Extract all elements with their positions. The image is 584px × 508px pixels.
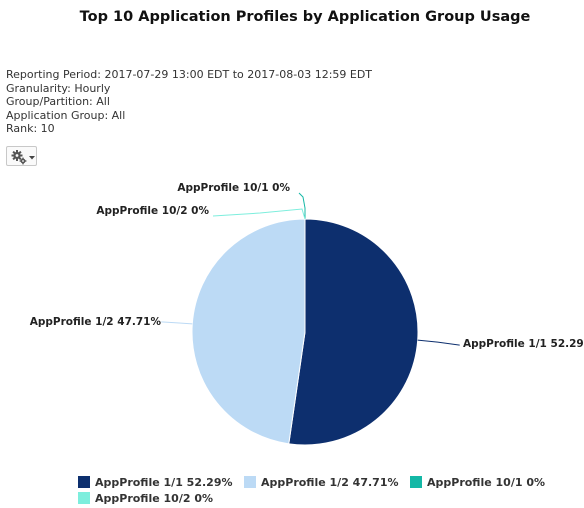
label-connector bbox=[417, 339, 460, 346]
chart-title: Top 10 Application Profiles by Applicati… bbox=[79, 9, 531, 25]
pie-slice[interactable] bbox=[191, 218, 306, 445]
legend-item[interactable]: AppProfile 1/2 47.71% bbox=[244, 476, 399, 489]
legend-item[interactable]: AppProfile 1/1 52.29% bbox=[78, 476, 233, 489]
application-group: Application Group: All bbox=[6, 108, 126, 122]
granularity: Granularity: Hourly bbox=[6, 81, 111, 95]
group-partition: Group/Partition: All bbox=[6, 95, 110, 108]
slice-label: AppProfile 10/1 0% bbox=[177, 182, 290, 194]
caret-down-icon bbox=[29, 156, 35, 160]
pie-chart: AppProfile 1/1 52.29% AppProfile 1/2 47.7… bbox=[30, 182, 584, 446]
label-connector bbox=[212, 208, 306, 220]
pie-slice[interactable] bbox=[288, 218, 419, 446]
legend-swatch bbox=[78, 476, 90, 488]
label-connector bbox=[298, 192, 306, 219]
legend-label: AppProfile 1/2 47.71% bbox=[261, 476, 399, 489]
legend-item[interactable]: AppProfile 10/1 0% bbox=[410, 476, 545, 489]
legend-item[interactable]: AppProfile 10/2 0% bbox=[78, 492, 213, 505]
gear-icon bbox=[11, 150, 27, 165]
legend-swatch bbox=[78, 492, 90, 504]
legend-label: AppProfile 10/1 0% bbox=[427, 476, 546, 489]
label-connector bbox=[161, 321, 193, 325]
legend-label: AppProfile 1/1 52.29% bbox=[95, 476, 233, 489]
slice-label: AppProfile 10/2 0% bbox=[96, 205, 209, 217]
rank: Rank: 10 bbox=[6, 122, 55, 135]
options-menu-button[interactable] bbox=[6, 146, 37, 166]
legend-label: AppProfile 10/2 0% bbox=[95, 492, 214, 505]
slice-label: AppProfile 1/1 52.29% bbox=[463, 338, 584, 350]
report-info: Reporting Period: 2017-07-29 13:00 EDT t… bbox=[6, 68, 372, 136]
slice-label: AppProfile 1/2 47.71% bbox=[30, 316, 162, 328]
legend-swatch bbox=[244, 476, 256, 488]
legend-swatch bbox=[410, 476, 422, 488]
reporting-period: Reporting Period: 2017-07-29 13:00 EDT t… bbox=[6, 68, 373, 81]
